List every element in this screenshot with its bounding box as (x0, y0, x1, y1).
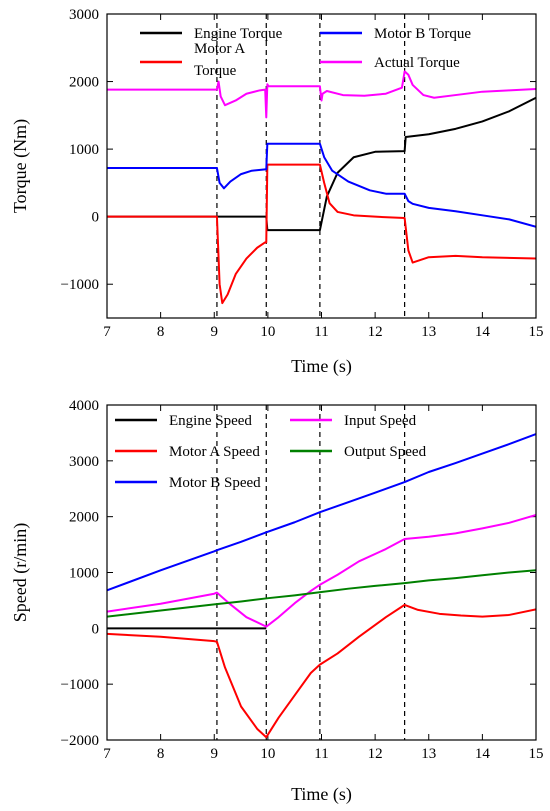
x-tick-label: 7 (103, 324, 111, 340)
x-tick-label: 8 (157, 746, 165, 762)
y-tick-label: −1000 (61, 277, 99, 293)
series-line-actual-torque (107, 70, 536, 119)
y-tick-label: 0 (92, 210, 100, 226)
y-tick-label: 2000 (69, 75, 99, 91)
x-tick-label: 14 (475, 746, 491, 762)
y-tick-label: −2000 (61, 733, 99, 749)
x-tick-label: 9 (211, 746, 219, 762)
x-tick-label: 14 (475, 324, 491, 340)
x-tick-label: 11 (314, 324, 328, 340)
plot-frame (106, 404, 537, 741)
x-tick-label: 15 (529, 324, 544, 340)
x-tick-label: 12 (368, 746, 383, 762)
x-axis-label: Time (s) (291, 784, 352, 805)
speed-chart: 7 8 9 10 11 12 13 14 15 −2000 −1000 0 1000 2000 3000 40… (10, 398, 544, 805)
series-line-input-speed (107, 514, 536, 628)
y-tick-label: 3000 (69, 7, 99, 23)
x-tick-label: 10 (260, 324, 275, 340)
y-tick-label: 1000 (69, 142, 99, 158)
y-tick-label: 4000 (69, 398, 99, 414)
x-tick-label: 8 (157, 324, 165, 340)
series-line-engine-torque (107, 96, 536, 232)
y-axis-label: Torque (Nm) (10, 119, 31, 213)
x-axis-label: Time (s) (291, 356, 352, 377)
series-line-motor-b-torque (107, 142, 536, 228)
torque-chart: 7 8 9 10 11 12 13 14 15 −1000 0 1000 2000 3000 Engine … (10, 7, 544, 377)
series-line-output-speed (107, 569, 536, 618)
legend-label: Engine Speed (169, 413, 252, 429)
y-axis-label: Speed (r/min) (10, 523, 31, 622)
legend-label: Motor B Speed (169, 475, 261, 491)
x-tick-label: 13 (421, 746, 436, 762)
y-tick-label: 2000 (69, 510, 99, 526)
y-tick-label: 3000 (69, 454, 99, 470)
legend-label: Motor A Speed (169, 444, 260, 460)
legend-label: Output Speed (344, 444, 427, 460)
legend-label: Torque (194, 63, 237, 79)
legend-label: Input Speed (344, 413, 417, 429)
series-line-motor-b-speed (107, 433, 536, 592)
x-tick-label: 7 (103, 746, 111, 762)
plot-frame (106, 13, 537, 319)
series-line-motor-a-torque (107, 163, 536, 305)
x-tick-label: 15 (529, 746, 544, 762)
legend-label: Motor A (194, 41, 245, 57)
series-line-motor-a-speed (107, 603, 536, 739)
y-tick-label: 0 (92, 621, 100, 637)
y-tick-label: 1000 (69, 566, 99, 582)
legend-label: Engine Torque (194, 26, 283, 42)
x-tick-label: 9 (211, 324, 219, 340)
x-tick-label: 13 (421, 324, 436, 340)
x-tick-label: 12 (368, 324, 383, 340)
y-tick-label: −1000 (61, 677, 99, 693)
legend-label: Actual Torque (374, 55, 460, 71)
x-tick-label: 10 (260, 746, 275, 762)
legend-label: Motor B Torque (374, 26, 471, 42)
x-tick-label: 11 (314, 746, 328, 762)
